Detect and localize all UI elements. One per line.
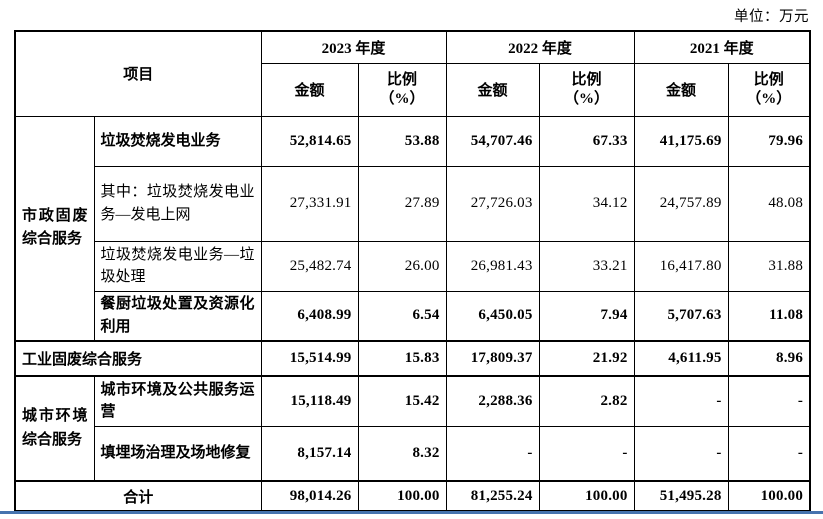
cell-ratio-2023: 53.88 [357, 115, 447, 167]
cell-ratio-2022: 34.12 [538, 165, 635, 242]
cell-ratio-2023: 8.32 [357, 425, 447, 482]
cell-amount-2023: 98,014.26 [260, 480, 359, 512]
cell-ratio-2021: 11.08 [727, 290, 811, 342]
cell-amount-2022: 26,981.43 [445, 240, 540, 292]
cell-amount-2023: 25,482.74 [260, 240, 359, 292]
cell-ratio-2021: 31.88 [727, 240, 811, 292]
row-item-label: 工业固废综合服务 [14, 340, 262, 377]
table-row: 城市环境综合服务 城市环境及公共服务运营 15,118.49 15.42 2,2… [14, 375, 811, 482]
cell-ratio-2023: 15.83 [357, 340, 447, 377]
col-header-item: 项目 [14, 30, 262, 117]
ratio-unit: （%） [564, 90, 610, 107]
row-item-label: 城市环境及公共服务运营 [93, 375, 262, 427]
cell-amount-2021: 24,757.89 [633, 165, 729, 242]
cell-amount-2021: 5,707.63 [633, 290, 729, 342]
cell-ratio-2023: 27.89 [357, 165, 447, 242]
cell-amount-2023: 15,514.99 [260, 340, 359, 377]
col-header-ratio-2023: 比例 （%） [357, 62, 447, 117]
cell-amount-2021: 41,175.69 [633, 115, 729, 167]
cell-ratio-2023: 100.00 [357, 480, 447, 512]
cell-amount-2022: 17,809.37 [445, 340, 540, 377]
row-item-label: 垃圾焚烧发电业务—垃圾处理 [93, 240, 262, 292]
cell-amount-2023: 52,814.65 [260, 115, 359, 167]
ratio-unit: （%） [746, 90, 792, 107]
cell-ratio-2021: 79.96 [727, 115, 811, 167]
header-row-years: 项目 2023 年度 2022 年度 2021 年度 [14, 30, 811, 117]
ratio-label: 比例 [571, 71, 602, 88]
ratio-unit: （%） [379, 90, 425, 107]
cell-amount-2022: 2,288.36 [445, 375, 540, 427]
cell-amount-2022: 27,726.03 [445, 165, 540, 242]
cell-amount-2021: 4,611.95 [633, 340, 729, 377]
cell-ratio-2022: 33.21 [538, 240, 635, 292]
col-header-amount-2022: 金额 [445, 62, 540, 117]
cell-ratio-2022: - [538, 425, 635, 482]
cell-ratio-2022: 7.94 [538, 290, 635, 342]
col-header-ratio-2021: 比例 （%） [727, 62, 811, 117]
cell-amount-2023: 15,118.49 [260, 375, 359, 427]
cell-ratio-2023: 15.42 [357, 375, 447, 427]
group-label-municipal-solid-waste: 市政固废综合服务 [14, 115, 95, 342]
col-header-amount-2021: 金额 [633, 62, 729, 117]
cell-ratio-2022: 100.00 [538, 480, 635, 512]
table-row: 垃圾焚烧发电业务—垃圾处理 25,482.74 26.00 26,981.43 … [15, 240, 811, 292]
cell-ratio-2022: 21.92 [538, 340, 635, 377]
ratio-label: 比例 [387, 71, 418, 88]
cell-ratio-2021: 8.96 [727, 340, 811, 377]
col-header-amount-2023: 金额 [260, 62, 359, 117]
row-item-label: 餐厨垃圾处置及资源化利用 [93, 290, 262, 342]
cell-amount-2023: 27,331.91 [260, 165, 359, 242]
cell-amount-2021: - [633, 375, 729, 427]
row-item-label: 垃圾焚烧发电业务 [93, 115, 262, 167]
group-label-urban-environment: 城市环境综合服务 [14, 375, 95, 482]
col-header-year-2022: 2022 年度 [445, 30, 635, 64]
table-row-industrial-solid-waste: 工业固废综合服务 15,514.99 15.83 17,809.37 21.92… [14, 340, 811, 377]
cell-ratio-2023: 6.54 [357, 290, 447, 342]
cell-amount-2021: 16,417.80 [633, 240, 729, 292]
row-item-label: 其中：垃圾焚烧发电业务—发电上网 [93, 165, 262, 242]
cell-ratio-2023: 26.00 [357, 240, 447, 292]
cell-amount-2021: - [633, 425, 729, 482]
col-header-year-2021: 2021 年度 [633, 30, 811, 64]
cell-amount-2022: 81,255.24 [445, 480, 540, 512]
table-row-total: 合计 98,014.26 100.00 81,255.24 100.00 51,… [14, 480, 811, 512]
unit-label: 单位：万元 [734, 9, 809, 25]
ratio-label: 比例 [753, 71, 784, 88]
table-row: 填埋场治理及场地修复 8,157.14 8.32 - - - - [15, 425, 811, 482]
revenue-breakdown-table: 项目 2023 年度 2022 年度 2021 年度 金额 比例 （%） 金额 比… [14, 30, 812, 512]
cell-amount-2023: 6,408.99 [260, 290, 359, 342]
header-row-measures: 金额 比例 （%） 金额 比例 （%） 金额 比例 （%） [15, 62, 811, 117]
col-header-year-2023: 2023 年度 [260, 30, 447, 64]
col-header-ratio-2022: 比例 （%） [538, 62, 635, 117]
cell-ratio-2022: 2.82 [538, 375, 635, 427]
cell-ratio-2021: 100.00 [727, 480, 811, 512]
cell-amount-2022: 54,707.46 [445, 115, 540, 167]
cell-amount-2022: 6,450.05 [445, 290, 540, 342]
row-item-label: 填埋场治理及场地修复 [93, 425, 262, 482]
cell-ratio-2021: 48.08 [727, 165, 811, 242]
table-row: 餐厨垃圾处置及资源化利用 6,408.99 6.54 6,450.05 7.94… [15, 290, 811, 342]
cell-amount-2021: 51,495.28 [633, 480, 729, 512]
table-row: 市政固废综合服务 垃圾焚烧发电业务 52,814.65 53.88 54,707… [14, 115, 811, 342]
cell-ratio-2021: - [727, 375, 811, 427]
total-label: 合计 [14, 480, 262, 512]
cell-amount-2022: - [445, 425, 540, 482]
cell-amount-2023: 8,157.14 [260, 425, 359, 482]
table-row: 其中：垃圾焚烧发电业务—发电上网 27,331.91 27.89 27,726.… [15, 165, 811, 242]
cell-ratio-2021: - [727, 425, 811, 482]
cell-ratio-2022: 67.33 [538, 115, 635, 167]
page-footer-rule [0, 511, 823, 514]
